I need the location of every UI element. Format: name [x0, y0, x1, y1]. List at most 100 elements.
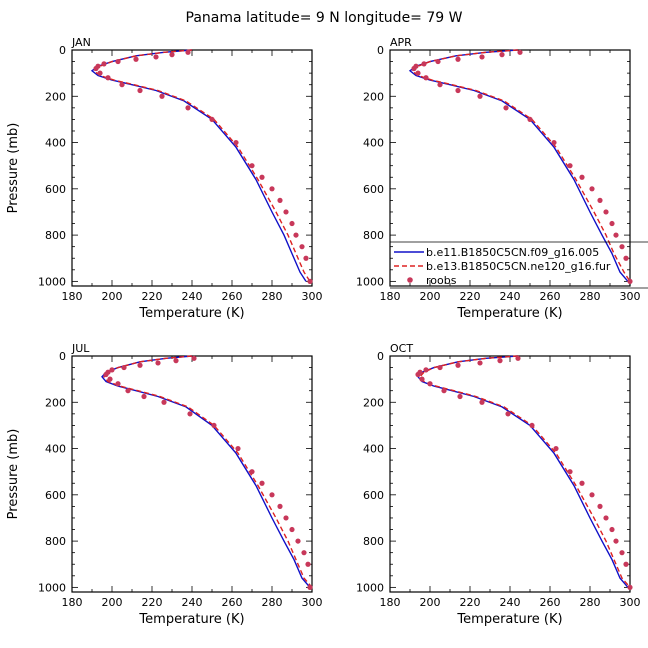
panel-oct: OCT 180 200 220 240 260 280 300 0 200 400 600 800 100…	[356, 342, 641, 627]
obs-point-jul	[121, 364, 127, 371]
x-axis-label: Temperature (K)	[138, 612, 244, 627]
x-tick-label: 300	[302, 596, 323, 609]
obs-point-oct	[419, 376, 425, 382]
obs-point-apr	[589, 186, 595, 192]
obs-point-jan	[119, 82, 125, 88]
obs-point-jan	[233, 139, 239, 146]
obs-point-oct	[623, 561, 629, 567]
obs-point-jan	[269, 186, 275, 192]
y-axis-label: Pressure (mb)	[6, 123, 21, 214]
obs-point-jul	[301, 550, 307, 556]
x-tick-label: 240	[500, 290, 521, 303]
panels-group: JAN 180 200 220 240 260 280 300 0 200 400 600 800 100…	[6, 36, 641, 627]
obs-point-oct	[589, 492, 595, 498]
obs-point-oct	[597, 503, 603, 509]
obs-point-oct	[515, 355, 521, 361]
x-tick-label: 300	[620, 290, 641, 303]
x-tick-label: 240	[500, 596, 521, 609]
y-tick-label: 800	[363, 535, 384, 548]
panel-title: OCT	[390, 342, 413, 355]
x-tick-label: 280	[580, 290, 601, 303]
obs-point-jan	[289, 220, 295, 227]
y-tick-label: 200	[363, 396, 384, 409]
y-tick-label: 600	[363, 489, 384, 502]
obs-point-jul	[249, 469, 255, 475]
obs-point-jan	[93, 65, 99, 72]
x-tick-label: 260	[222, 596, 243, 609]
obs-point-apr	[551, 139, 557, 146]
y-tick-label: 800	[363, 229, 384, 242]
y-tick-label: 600	[45, 183, 66, 196]
obs-point-jan	[209, 116, 215, 123]
y-tick-label: 1000	[38, 581, 66, 594]
obs-point-oct	[613, 538, 619, 544]
x-tick-label: 240	[182, 290, 203, 303]
x-tick-label: 220	[460, 596, 481, 609]
x-tick-label: 260	[222, 290, 243, 303]
x-tick-label: 180	[380, 596, 401, 609]
obs-point-apr	[415, 70, 421, 76]
obs-point-jul	[155, 360, 161, 366]
obs-point-jan	[159, 93, 165, 99]
obs-point-apr	[603, 209, 609, 215]
obs-point-jan	[283, 209, 289, 215]
obs-point-jan	[259, 174, 265, 180]
obs-point-apr	[527, 116, 533, 123]
obs-point-apr	[609, 220, 615, 227]
obs-point-apr	[623, 255, 629, 261]
obs-point-oct	[455, 362, 461, 368]
obs-point-jan	[185, 105, 191, 111]
obs-point-jan	[303, 255, 309, 261]
obs-point-oct	[477, 360, 483, 366]
model-f09-line-jul	[101, 355, 311, 588]
obs-point-oct	[423, 367, 429, 373]
obs-point-jul	[109, 367, 115, 373]
obs-point-apr	[455, 87, 461, 94]
obs-point-apr	[435, 58, 441, 65]
obs-point-apr	[597, 197, 603, 203]
x-tick-label: 180	[380, 290, 401, 303]
x-tick-label: 220	[142, 596, 163, 609]
obs-point-apr	[567, 163, 573, 169]
obs-point-jul	[295, 538, 301, 544]
model-ne120-line-jan	[92, 49, 311, 282]
x-tick-label: 180	[62, 596, 83, 609]
obs-point-jul	[269, 492, 275, 498]
y-axis-label: Pressure (mb)	[6, 429, 21, 520]
obs-point-apr	[613, 232, 619, 238]
x-tick-label: 280	[262, 596, 283, 609]
obs-point-jan	[133, 56, 139, 62]
x-tick-label: 220	[142, 290, 163, 303]
obs-point-jul	[191, 355, 197, 361]
obs-point-oct	[441, 388, 447, 394]
x-axis-label: Temperature (K)	[138, 306, 244, 321]
panel-apr: APR 180 200 220 240 260 280 300 0 200 400 600 800 100…	[356, 36, 641, 321]
model-f09-line-oct	[417, 355, 629, 588]
obs-point-jan	[105, 75, 111, 81]
x-tick-label: 200	[420, 290, 441, 303]
obs-point-jul	[211, 422, 217, 429]
obs-point-oct	[497, 358, 503, 364]
obs-point-apr	[479, 54, 485, 60]
obs-point-jan	[153, 54, 159, 60]
y-tick-label: 200	[45, 90, 66, 103]
obs-point-oct	[619, 550, 625, 556]
obs-point-oct	[609, 526, 615, 533]
panel-jul: JUL 180 200 220 240 260 280 300 0 200 400 600 800 100…	[6, 342, 323, 627]
x-tick-label: 200	[102, 290, 123, 303]
obs-point-oct	[505, 411, 511, 417]
obs-point-oct	[529, 422, 535, 429]
obs-point-apr	[517, 49, 523, 55]
obs-point-jul	[115, 381, 121, 387]
obs-point-apr	[579, 174, 585, 180]
y-tick-label: 600	[363, 183, 384, 196]
y-tick-label: 400	[45, 137, 66, 150]
obs-point-jan	[307, 278, 313, 284]
legend-label: b.e11.B1850C5CN.f09_g16.005	[426, 246, 599, 259]
y-tick-label: 1000	[356, 581, 384, 594]
obs-point-oct	[427, 381, 433, 387]
obs-point-jul	[125, 388, 131, 394]
obs-point-jan	[115, 58, 121, 65]
obs-point-apr	[627, 278, 633, 284]
obs-point-jul	[307, 584, 313, 590]
